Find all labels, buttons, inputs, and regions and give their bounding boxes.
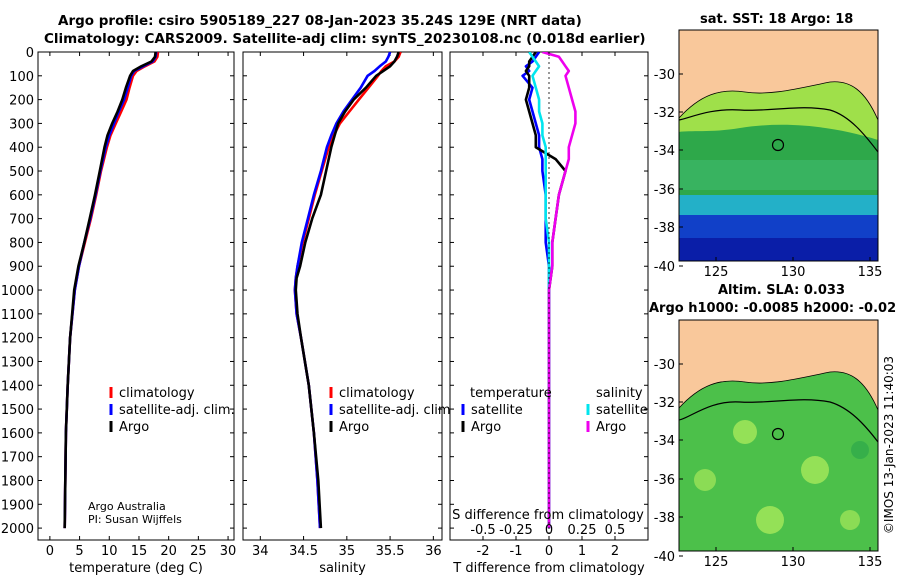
salinity-diff-tick-label: -0.25: [499, 523, 533, 538]
depth-tick-label: 1500: [1, 403, 34, 418]
depth-tick-label: 1300: [1, 355, 34, 370]
salinity-diff-axis-title: S difference from climatology: [452, 508, 644, 523]
depth-tick-label: 1600: [1, 427, 34, 442]
salinity-panel: 34 34.5 35 35.5 36 salinity climatology satelli…: [242, 51, 455, 576]
temperature-xtick-label: 5: [75, 544, 83, 559]
sla-lat-label: -30: [654, 358, 675, 373]
depth-tick-label: 800: [9, 236, 34, 251]
argo-line: [294, 52, 400, 529]
salinity-diff-tick-label: 0.5: [605, 523, 626, 538]
difference-xtick-label: -2: [477, 544, 490, 559]
sla-lat-label: -38: [654, 511, 675, 526]
sst-map: [678, 29, 879, 262]
pi-label: PI: Susan Wijffels: [88, 513, 182, 526]
salinity-diff-tick-label: -0.5: [470, 523, 495, 538]
sst-lat-label: -34: [654, 144, 675, 159]
sla-map-title-line2: Argo h1000: -0.0085 h2000: -0.02: [649, 301, 897, 316]
salinity-legend-title: salinity: [596, 386, 643, 401]
depth-tick-label: 1100: [1, 308, 34, 323]
salinity-argo-line: [542, 52, 577, 529]
temperature-xlabel: temperature (deg C): [69, 561, 203, 576]
diff-temperature-legend-label: satellite: [471, 403, 523, 418]
temperature-xtick-label: 10: [101, 544, 118, 559]
argo-line: [63, 52, 157, 529]
sla-map-title-line1: Altim. SLA: 0.033: [718, 283, 845, 298]
sla-map: [678, 319, 879, 552]
difference-xtick-label: 1: [578, 544, 586, 559]
temperature-legend-title: temperature: [470, 386, 552, 401]
sst-lat-label: -32: [654, 106, 675, 121]
difference-xtick-label: -1: [510, 544, 523, 559]
salinity-xlabel: salinity: [319, 561, 366, 576]
sst-lon-label: 130: [781, 265, 806, 280]
salinity-xtick-label: 34: [252, 544, 269, 559]
salinity-xtick-label: 34.5: [289, 544, 318, 559]
salinity-xtick-label: 35.5: [376, 544, 405, 559]
salinity-legend-label: satellite-adj. clim.: [339, 403, 455, 418]
depth-tick-label: 1900: [1, 498, 34, 513]
sst-lat-label: -38: [654, 221, 675, 236]
argo-australia-label: Argo Australia: [88, 500, 166, 513]
depth-tick-label: 200: [9, 94, 34, 109]
temperature-legend-label: Argo: [119, 420, 149, 435]
sla-lon-label: 135: [858, 555, 883, 570]
difference-xlabel: T difference from climatology: [452, 561, 645, 576]
difference-panel: -2 -1 0 1 2 T difference from climatology S di…: [449, 51, 649, 576]
salinity-diff-tick-label: 0.25: [568, 523, 597, 538]
sla-lon-label: 130: [781, 555, 806, 570]
salinity-legend-label: Argo: [339, 420, 369, 435]
depth-tick-label: 400: [9, 141, 34, 156]
depth-tick-label: 2000: [1, 522, 34, 537]
temperature-panel: 0 5 10 15 20 25 300100200300400500600700800900…: [1, 46, 236, 576]
depth-tick-label: 0: [26, 46, 34, 61]
imos-credit: ©IMOS 13-Jan-2023 11:40:03: [882, 355, 896, 535]
diff-salinity-legend-label: Argo: [596, 420, 626, 435]
temperature-xtick-label: 30: [220, 544, 237, 559]
sst-lon-label: 125: [704, 265, 729, 280]
figure-title-line1: Argo profile: csiro 5905189_227 08-Jan-2…: [58, 13, 582, 29]
temperature-legend-label: satellite-adj. clim.: [119, 403, 235, 418]
depth-tick-label: 1200: [1, 332, 34, 347]
difference-xtick-label: 2: [611, 544, 619, 559]
depth-tick-label: 900: [9, 260, 34, 275]
sla-lon-label: 125: [704, 555, 729, 570]
temperature-xtick-label: 0: [46, 544, 54, 559]
sst-lat-label: -36: [654, 183, 675, 198]
difference-xtick-label: 0: [545, 544, 553, 559]
temperature-plot-area: [37, 51, 235, 541]
sst-map-title: sat. SST: 18 Argo: 18: [700, 12, 854, 27]
diff-temperature-legend-label: Argo: [471, 420, 501, 435]
depth-tick-label: 1700: [1, 451, 34, 466]
salinity-diff-tick-label: 0: [545, 523, 553, 538]
sst-lat-label: -30: [654, 68, 675, 83]
salinity-xtick-label: 35: [339, 544, 356, 559]
temperature-xtick-label: 20: [160, 544, 177, 559]
salinity-xtick-label: 36: [425, 544, 442, 559]
depth-tick-label: 700: [9, 213, 34, 228]
sla-lat-label: -36: [654, 473, 675, 488]
temperature-legend-label: climatology: [119, 386, 195, 401]
diff-salinity-legend-label: satellite: [596, 403, 648, 418]
depth-tick-label: 300: [9, 117, 34, 132]
depth-tick-label: 600: [9, 189, 34, 204]
salinity-legend-label: climatology: [339, 386, 415, 401]
depth-tick-label: 1800: [1, 474, 34, 489]
figure-title-line2: Climatology: CARS2009. Satellite-adj cli…: [44, 31, 646, 47]
sst-lon-label: 135: [858, 265, 883, 280]
depth-tick-label: 1000: [1, 284, 34, 299]
depth-tick-label: 500: [9, 165, 34, 180]
temperature-xtick-label: 25: [190, 544, 207, 559]
sla-lat-label: -32: [654, 396, 675, 411]
sla-lat-label: -40: [654, 550, 675, 565]
salinity-plot-area: [242, 51, 443, 541]
temperature-xtick-label: 15: [131, 544, 148, 559]
depth-tick-label: 100: [9, 70, 34, 85]
sst-lat-label: -40: [654, 260, 675, 275]
depth-tick-label: 1400: [1, 379, 34, 394]
sla-lat-label: -34: [654, 434, 675, 449]
